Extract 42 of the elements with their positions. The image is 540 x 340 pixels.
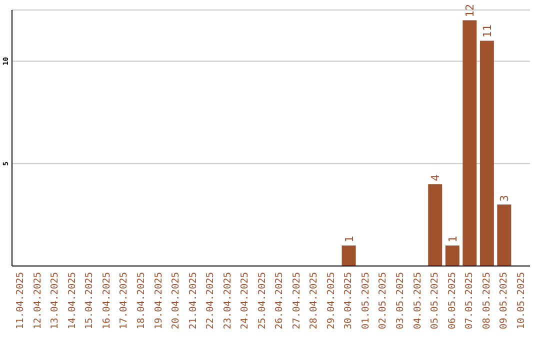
x-tick-label: 12.04.2025 [32, 272, 44, 330]
x-tick-label: 14.04.2025 [66, 272, 78, 330]
bar [497, 204, 512, 266]
x-tick-label: 22.04.2025 [205, 272, 216, 330]
x-tick-label: 04.05.2025 [412, 272, 424, 330]
x-tick-label: 08.05.2025 [481, 272, 492, 330]
bar [428, 184, 442, 266]
x-tick-label: 17.04.2025 [118, 272, 130, 330]
x-tick-label: 13.04.2025 [50, 272, 61, 330]
data-label: 1 [446, 236, 460, 243]
bar [342, 246, 356, 266]
x-tick-label: 23.04.2025 [222, 272, 234, 330]
x-tick-label: 30.04.2025 [343, 272, 354, 330]
x-tick-label: 25.04.2025 [256, 272, 268, 330]
x-tick-label: 02.05.2025 [378, 272, 389, 330]
x-tick-label: 09.05.2025 [498, 272, 510, 330]
x-tick-label: 28.04.2025 [308, 272, 320, 330]
data-label: 1 [342, 236, 356, 243]
data-label: 11 [480, 24, 494, 38]
bar [480, 40, 494, 266]
x-tick-label: 20.04.2025 [170, 272, 182, 330]
x-tick-label: 21.04.2025 [188, 272, 199, 330]
x-tick-label: 07.05.2025 [464, 272, 476, 330]
x-tick-label: 15.04.2025 [84, 272, 96, 330]
bar [445, 246, 460, 266]
data-label: 3 [498, 194, 512, 202]
data-label: 12 [464, 4, 477, 18]
x-tick-label: 03.05.2025 [395, 272, 406, 330]
x-tick-label: 06.05.2025 [446, 272, 458, 330]
x-tick-label: 05.05.2025 [430, 272, 441, 330]
x-tick-label: 11.04.2025 [15, 272, 26, 330]
bar [462, 20, 477, 266]
x-tick-label: 16.04.2025 [101, 272, 112, 330]
x-tick-label: 01.05.2025 [360, 272, 372, 330]
data-label: 4 [429, 174, 442, 182]
x-tick-label: 29.04.2025 [326, 272, 337, 330]
x-tick-label: 24.04.2025 [240, 272, 251, 330]
x-tick-label: 27.04.2025 [291, 272, 302, 330]
x-tick-label: 18.04.2025 [136, 272, 147, 330]
x-tick-label: 19.04.2025 [153, 272, 164, 330]
x-tick-label: 26.04.2025 [274, 272, 286, 330]
x-tick-label: 10.05.2025 [516, 272, 527, 330]
